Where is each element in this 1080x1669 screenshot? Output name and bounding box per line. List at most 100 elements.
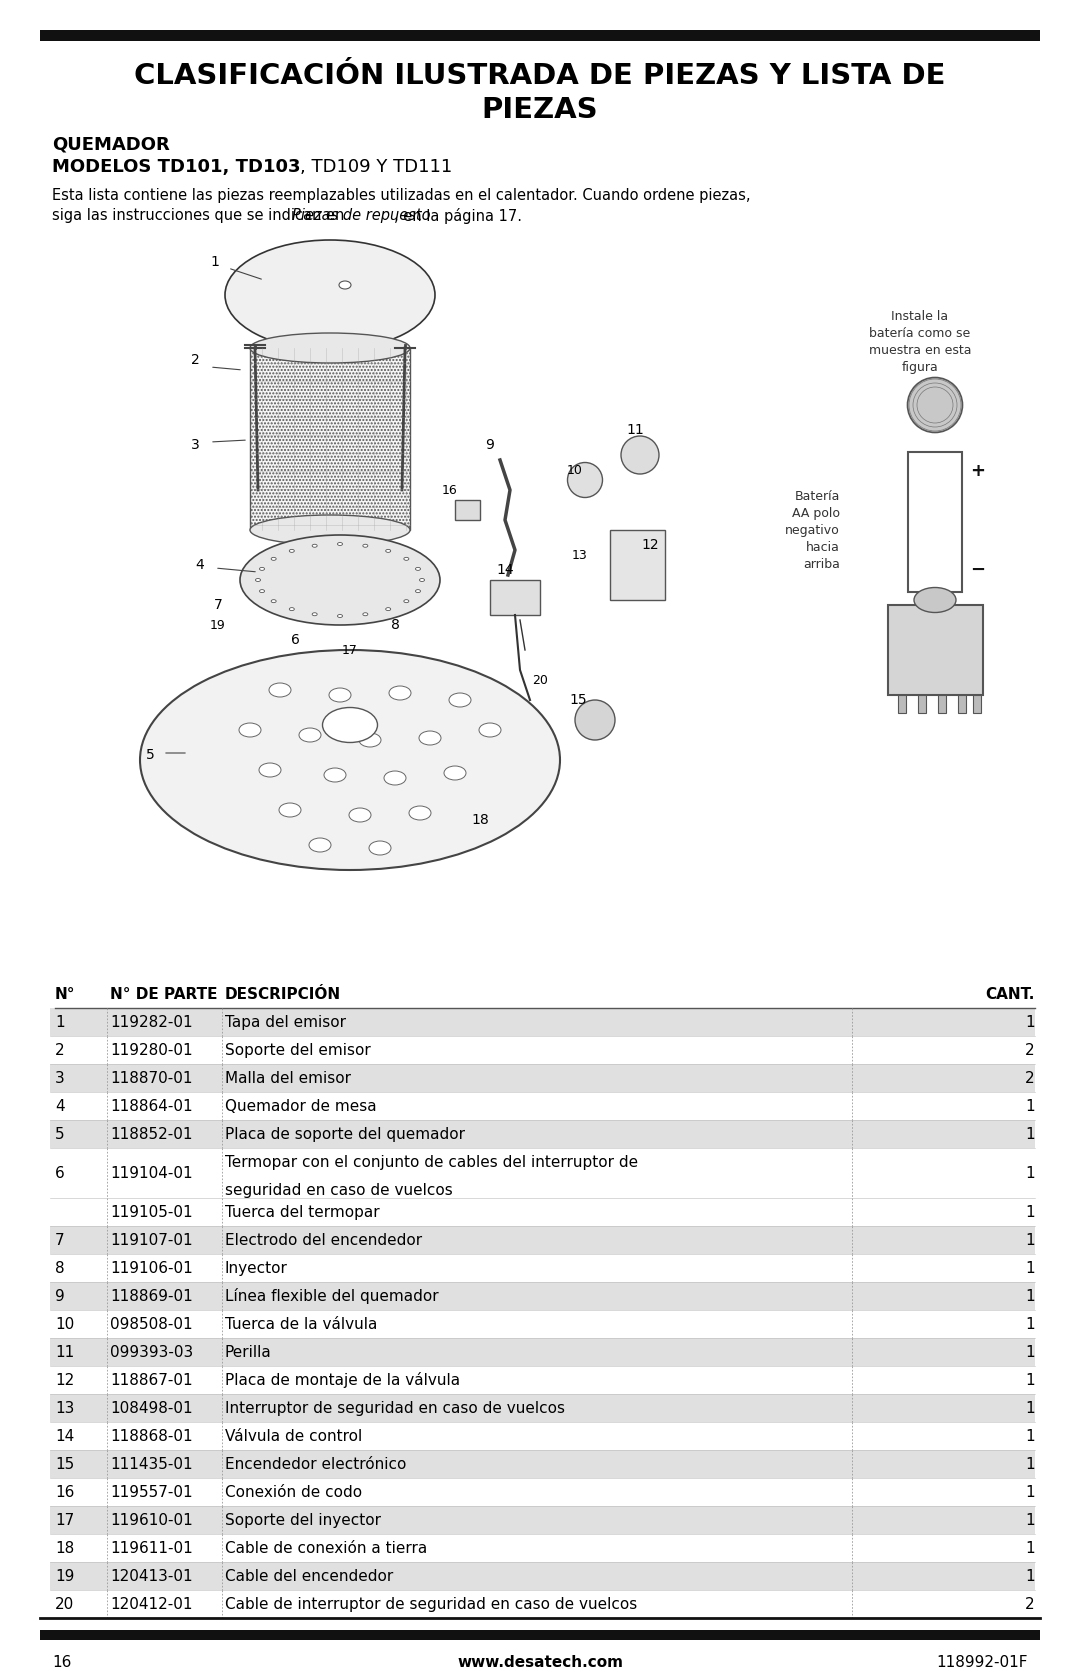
Bar [50, 1505, 1035, 1534]
Bar [888, 604, 983, 694]
Text: 18: 18 [471, 813, 489, 828]
Ellipse shape [225, 240, 435, 350]
Ellipse shape [386, 608, 391, 611]
Text: 7: 7 [55, 1232, 65, 1247]
Text: 1: 1 [1025, 1288, 1035, 1303]
Text: 4: 4 [55, 1098, 65, 1113]
Bar [249, 349, 410, 531]
Text: 15: 15 [569, 693, 586, 708]
Text: Perilla: Perilla [225, 1345, 272, 1360]
Bar [50, 1065, 1035, 1092]
Text: N°: N° [55, 986, 76, 1001]
Ellipse shape [621, 436, 659, 474]
Ellipse shape [914, 587, 956, 613]
Text: 5: 5 [55, 1127, 65, 1142]
Bar [50, 1008, 1035, 1036]
Ellipse shape [449, 693, 471, 708]
Ellipse shape [404, 599, 409, 603]
Text: Instale la
batería como se
muestra en esta
figura: Instale la batería como se muestra en es… [868, 310, 971, 374]
Ellipse shape [324, 768, 346, 783]
Ellipse shape [329, 688, 351, 703]
Text: 14: 14 [496, 562, 514, 577]
Text: MODELOS TD101, TD103: MODELOS TD101, TD103 [52, 159, 300, 175]
Text: 1: 1 [1025, 1317, 1035, 1332]
Text: 098508-01: 098508-01 [110, 1317, 192, 1332]
Ellipse shape [567, 462, 603, 497]
Text: 12: 12 [55, 1372, 75, 1387]
Ellipse shape [363, 613, 368, 616]
Text: 17: 17 [55, 1512, 75, 1527]
Text: 11: 11 [55, 1345, 75, 1360]
Text: 118852-01: 118852-01 [110, 1127, 192, 1142]
Text: 1: 1 [1025, 1372, 1035, 1387]
Text: 13: 13 [55, 1400, 75, 1415]
Ellipse shape [349, 808, 372, 823]
Text: , en la página 17.: , en la página 17. [394, 209, 523, 224]
Ellipse shape [259, 589, 265, 592]
Text: 6: 6 [291, 633, 299, 648]
Text: 119105-01: 119105-01 [110, 1205, 192, 1220]
Text: Línea flexible del quemador: Línea flexible del quemador [225, 1288, 438, 1303]
Bar [455, 501, 480, 521]
Ellipse shape [289, 608, 295, 611]
Text: CANT.: CANT. [986, 986, 1035, 1001]
Ellipse shape [259, 763, 281, 778]
Text: 8: 8 [55, 1260, 65, 1275]
Text: 20: 20 [55, 1597, 75, 1612]
Text: Tuerca de la válvula: Tuerca de la válvula [225, 1317, 377, 1332]
Text: 16: 16 [442, 484, 458, 496]
Text: 118870-01: 118870-01 [110, 1070, 192, 1085]
Text: 4: 4 [195, 557, 204, 572]
Text: 119611-01: 119611-01 [110, 1540, 192, 1556]
Text: 8: 8 [391, 618, 400, 633]
Ellipse shape [271, 557, 276, 561]
Text: Inyector: Inyector [225, 1260, 288, 1275]
Text: 1: 1 [1025, 1232, 1035, 1247]
Ellipse shape [240, 536, 440, 624]
Text: 19: 19 [211, 619, 226, 631]
Text: 9: 9 [486, 437, 495, 452]
Text: 9: 9 [55, 1288, 65, 1303]
Text: 1: 1 [1025, 1165, 1035, 1180]
Ellipse shape [575, 699, 615, 739]
Text: 119610-01: 119610-01 [110, 1512, 192, 1527]
Text: +: + [970, 462, 985, 481]
Ellipse shape [384, 771, 406, 784]
Text: 119282-01: 119282-01 [110, 1015, 192, 1030]
Ellipse shape [444, 766, 465, 779]
Text: Interruptor de seguridad en caso de vuelcos: Interruptor de seguridad en caso de vuel… [225, 1400, 565, 1415]
Bar [50, 1339, 1035, 1365]
Ellipse shape [419, 731, 441, 744]
Text: 1: 1 [1025, 1400, 1035, 1415]
Text: 1: 1 [1025, 1569, 1035, 1584]
Text: 1: 1 [1025, 1484, 1035, 1499]
Text: 7: 7 [214, 598, 222, 613]
Ellipse shape [409, 806, 431, 819]
Bar [939, 694, 946, 713]
Text: Encendedor electrónico: Encendedor electrónico [225, 1457, 406, 1472]
Text: 16: 16 [55, 1484, 75, 1499]
Text: 118992-01F: 118992-01F [936, 1656, 1028, 1669]
Text: siga las instrucciones que se indican en: siga las instrucciones que se indican en [52, 209, 349, 224]
Text: 5: 5 [146, 748, 154, 763]
Ellipse shape [249, 516, 410, 546]
Ellipse shape [312, 613, 318, 616]
Text: 1: 1 [1025, 1098, 1035, 1113]
Text: Cable de conexión a tierra: Cable de conexión a tierra [225, 1540, 428, 1556]
Text: 17: 17 [342, 644, 357, 656]
Ellipse shape [907, 377, 962, 432]
Text: Esta lista contiene las piezas reemplazables utilizadas en el calentador. Cuando: Esta lista contiene las piezas reemplaza… [52, 189, 751, 204]
Text: N° DE PARTE: N° DE PARTE [110, 986, 217, 1001]
Text: 1: 1 [211, 255, 219, 269]
Text: 19: 19 [55, 1569, 75, 1584]
Ellipse shape [249, 334, 410, 362]
Bar [50, 1394, 1035, 1422]
Text: Placa de montaje de la válvula: Placa de montaje de la válvula [225, 1372, 460, 1389]
Text: 2: 2 [55, 1043, 65, 1058]
Text: 1: 1 [1025, 1429, 1035, 1444]
Ellipse shape [337, 614, 342, 618]
Text: 13: 13 [572, 549, 588, 561]
Text: QUEMADOR: QUEMADOR [52, 135, 170, 154]
Ellipse shape [309, 838, 330, 851]
Bar [610, 531, 665, 599]
